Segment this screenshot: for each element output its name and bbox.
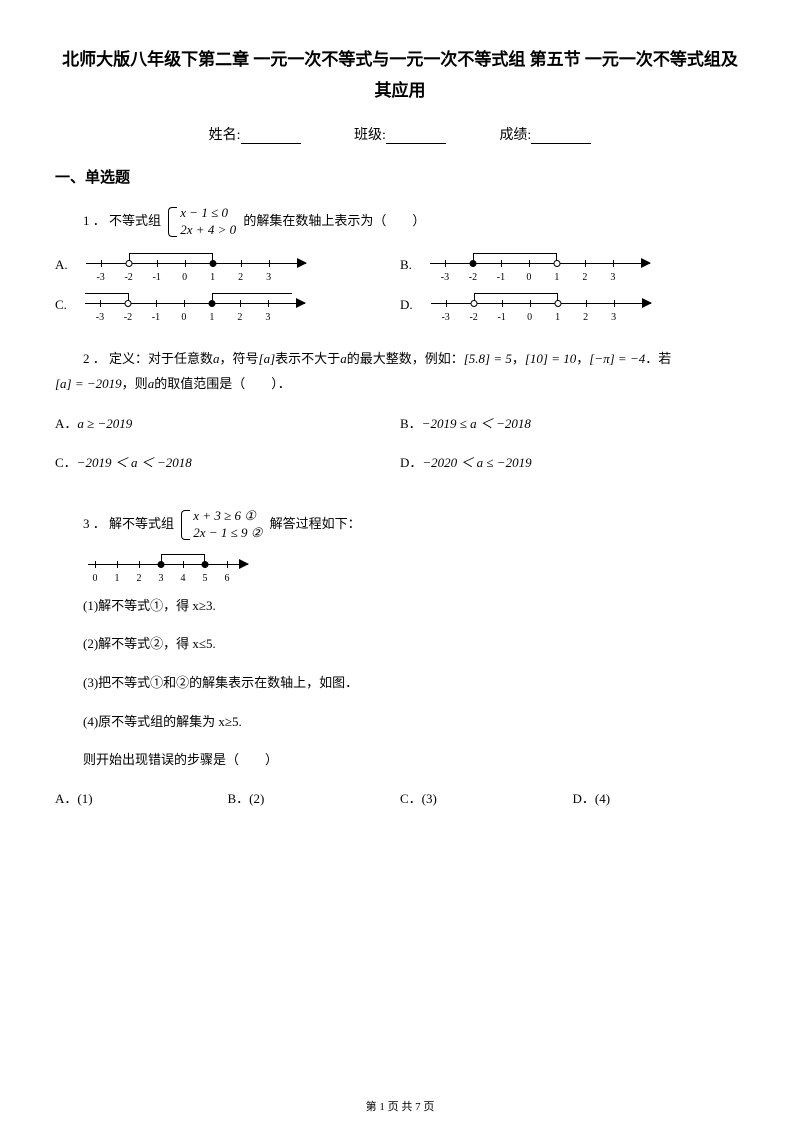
student-info-row: 姓名: 班级: 成绩:: [55, 124, 745, 144]
q1-label-b: B.: [400, 253, 412, 278]
q1-options: A. -3 -2 -1 0 1 2 3 B. -3 -2 -1: [55, 249, 745, 329]
score-field[interactable]: [531, 130, 591, 144]
q1-prefix: 不等式组: [109, 213, 161, 228]
q2-ex2: [10] = 10: [525, 351, 576, 366]
q3-system: x + 3 ≥ 6 ① 2x − 1 ≤ 9 ②: [181, 508, 262, 542]
q1-number: 1 ．: [83, 213, 106, 228]
page-title: 北师大版八年级下第二章 一元一次不等式与一元一次不等式组 第五节 一元一次不等式…: [55, 45, 745, 106]
q1-label-a: A.: [55, 253, 68, 278]
q3-step4: (4)原不等式组的解集为 x≥5.: [55, 710, 745, 735]
q3-prefix: 解不等式组: [109, 516, 174, 531]
q3-number: 3 ．: [83, 516, 106, 531]
q1-eq1: x − 1 ≤ 0: [180, 205, 236, 222]
q2-text-c: 表示不大于: [275, 351, 340, 366]
q3-numberline: 0 1 2 3 4 5 6: [83, 550, 248, 580]
q2-label-d: D．: [400, 451, 422, 476]
q2-number: 2 ．: [83, 351, 106, 366]
q3-step2: (2)解不等式②，得 x≤5.: [55, 632, 745, 657]
q3-option-c[interactable]: C．(3): [400, 787, 573, 812]
q2-text-b: ，符号: [220, 351, 259, 366]
q3-text-opt-a: (1): [77, 791, 92, 806]
q1-option-a[interactable]: A. -3 -2 -1 0 1 2 3: [55, 249, 400, 281]
numberline-a: -3 -2 -1 0 1 2 3: [76, 249, 306, 281]
q1-suffix: 的解集在数轴上表示为（ ）: [243, 213, 425, 228]
q3-label-d: D．: [573, 791, 595, 806]
q1-label-c: C.: [55, 293, 67, 318]
q2-text-g: 的取值范围是（ ）．: [154, 376, 291, 391]
section-header: 一、单选题: [55, 166, 745, 187]
q2-sym: [a]: [259, 351, 276, 366]
q1-label-d: D.: [400, 293, 413, 318]
q3-suffix: 解答过程如下：: [270, 516, 361, 531]
q2-option-b[interactable]: B．−2019 ≤ a ＜ −2018: [400, 412, 745, 437]
q3-label-a: A．: [55, 791, 77, 806]
q2-option-c[interactable]: C．−2019 ＜ a ＜ −2018: [55, 451, 400, 476]
q2-text-a: 定义：对于任意数: [109, 351, 213, 366]
numberline-d: -3 -2 -1 0 1 2 3: [421, 289, 651, 321]
class-field[interactable]: [386, 130, 446, 144]
score-label: 成绩:: [499, 128, 531, 143]
q2-text-opt-d: −2020 ＜ a ≤ −2019: [422, 451, 531, 476]
q3-step5: 则开始出现错误的步骤是（ ）: [55, 748, 745, 773]
question-2: 2 ． 定义：对于任意数a，符号[a]表示不大于a的最大整数，例如：[5.8] …: [55, 347, 745, 490]
q3-text-opt-b: (2): [249, 791, 264, 806]
q3-eq2: 2x − 1 ≤ 9 ②: [193, 525, 262, 542]
q2-text-e: ．若: [645, 351, 671, 366]
q3-label-b: B．: [228, 791, 250, 806]
q2-label-c: C．: [55, 451, 77, 476]
q3-option-b[interactable]: B．(2): [228, 787, 401, 812]
q3-eq1: x + 3 ≥ 6 ①: [193, 508, 262, 525]
page-footer: 第 1 页 共 7 页: [0, 1098, 800, 1114]
q3-step1: (1)解不等式①，得 x≥3.: [55, 594, 745, 619]
q3-options: A．(1) B．(2) C．(3) D．(4): [55, 787, 745, 812]
q2-text-opt-c: −2019 ＜ a ＜ −2018: [77, 451, 192, 476]
q3-text-opt-c: (3): [422, 791, 437, 806]
numberline-c: -3 -2 -1 0 1 2 3: [75, 289, 305, 321]
q3-option-a[interactable]: A．(1): [55, 787, 228, 812]
q1-option-c[interactable]: C. -3 -2 -1 0 1 2 3: [55, 289, 400, 321]
class-label: 班级:: [354, 128, 386, 143]
numberline-b: -3 -2 -1 0 1 2 3: [420, 249, 650, 281]
q1-eq2: 2x + 4 > 0: [180, 222, 236, 239]
name-label: 姓名:: [209, 128, 241, 143]
q2-text-d: 的最大整数，例如：: [347, 351, 464, 366]
q3-step3: (3)把不等式①和②的解集表示在数轴上，如图．: [55, 671, 745, 696]
q2-text-f: ，则: [122, 376, 148, 391]
name-field[interactable]: [241, 130, 301, 144]
question-1: 1 ． 不等式组 x − 1 ≤ 0 2x + 4 > 0 的解集在数轴上表示为…: [55, 205, 745, 329]
q2-label-a: A．: [55, 412, 77, 437]
q1-option-b[interactable]: B. -3 -2 -1 0 1 2 3: [400, 249, 745, 281]
q1-option-d[interactable]: D. -3 -2 -1 0 1 2 3: [400, 289, 745, 321]
q2-label-b: B．: [400, 412, 422, 437]
q2-text-opt-b: −2019 ≤ a ＜ −2018: [422, 412, 531, 437]
q2-text-opt-a: a ≥ −2019: [77, 412, 132, 437]
q3-text-opt-d: (4): [595, 791, 610, 806]
q3-option-d[interactable]: D．(4): [573, 787, 746, 812]
q1-system: x − 1 ≤ 0 2x + 4 > 0: [168, 205, 236, 239]
question-3: 3 ． 解不等式组 x + 3 ≥ 6 ① 2x − 1 ≤ 9 ② 解答过程如…: [55, 508, 745, 812]
q3-label-c: C．: [400, 791, 422, 806]
q2-option-a[interactable]: A．a ≥ −2019: [55, 412, 400, 437]
q2-cond: [a] = −2019: [55, 376, 122, 391]
q2-ex1: [5.8] = 5: [464, 351, 512, 366]
q2-options: A．a ≥ −2019 B．−2019 ≤ a ＜ −2018 C．−2019 …: [55, 412, 745, 489]
q2-option-d[interactable]: D．−2020 ＜ a ≤ −2019: [400, 451, 745, 476]
q2-ex3: [−π] = −4: [589, 351, 645, 366]
